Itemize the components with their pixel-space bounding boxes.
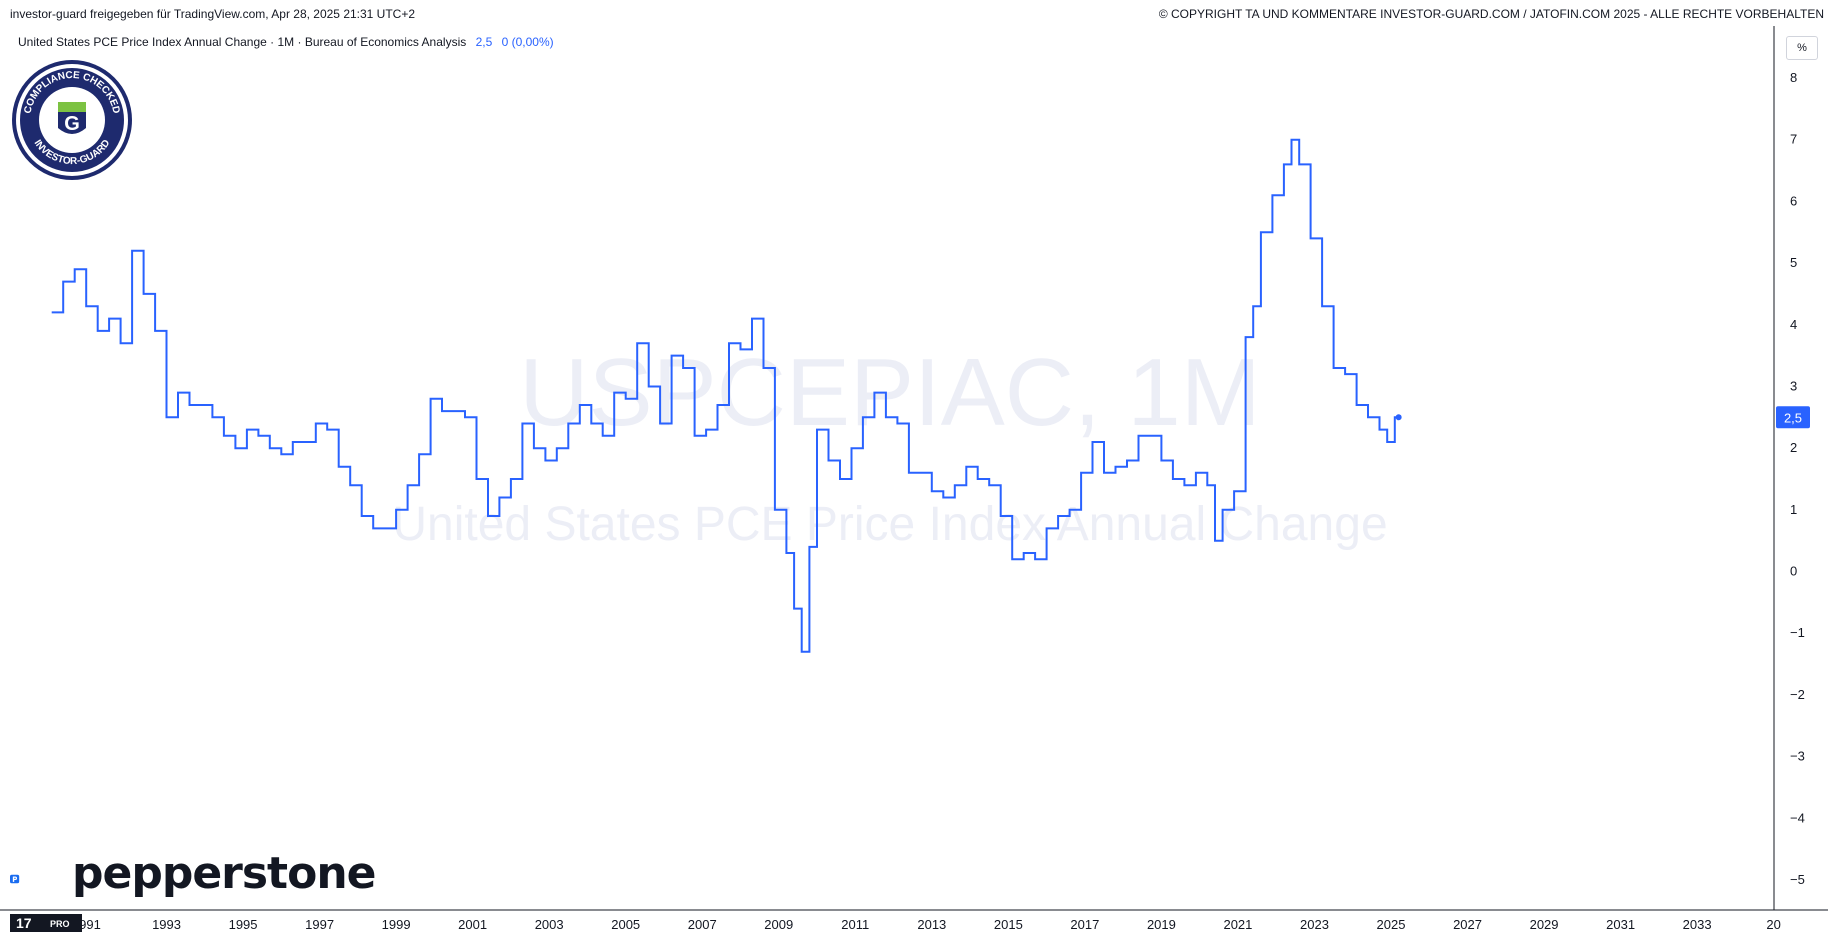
y-tick-label: 0 xyxy=(1790,564,1797,579)
y-axis-ticks: 8 7 6 5 4 3 2 1 0 −1 −2 −3 −4 −5 xyxy=(1790,70,1805,887)
y-tick-label: 7 xyxy=(1790,132,1797,147)
last-value-marker: 2,5 xyxy=(1776,406,1810,429)
x-tick-label: 2009 xyxy=(764,917,793,932)
x-tick-label: 2017 xyxy=(1070,917,1099,932)
pepperstone-p-icon xyxy=(10,874,20,884)
series-group xyxy=(51,138,1402,653)
y-tick-label: 8 xyxy=(1790,70,1797,85)
compliance-badge-icon: COMPLIANCE CHECKED INVESTOR-GUARD G xyxy=(12,60,132,180)
last-point-dot xyxy=(1395,414,1402,421)
x-tick-label: 1999 xyxy=(382,917,411,932)
tradingview-logo-icon: 17 PRO xyxy=(10,914,82,932)
x-tick-label: 20 xyxy=(1766,917,1780,932)
x-tick-label: 1997 xyxy=(305,917,334,932)
series-line xyxy=(51,138,1399,653)
y-tick-label: 1 xyxy=(1790,502,1797,517)
x-tick-label: 2007 xyxy=(688,917,717,932)
x-tick-label: 2025 xyxy=(1377,917,1406,932)
x-tick-label: 2021 xyxy=(1223,917,1252,932)
y-tick-label: −1 xyxy=(1790,625,1805,640)
x-tick-label: 2005 xyxy=(611,917,640,932)
legend-value: 2,5 xyxy=(475,35,493,49)
unit-label[interactable]: % xyxy=(1786,36,1818,60)
y-tick-label: 4 xyxy=(1790,317,1797,332)
y-tick-label: −4 xyxy=(1790,810,1805,825)
legend-title: United States PCE Price Index Annual Cha… xyxy=(18,35,467,49)
watermark-name: United States PCE Price Index Annual Cha… xyxy=(392,498,1387,551)
x-tick-label: 991 xyxy=(79,917,101,932)
y-tick-label: 2 xyxy=(1790,440,1797,455)
x-tick-label: 2033 xyxy=(1683,917,1712,932)
y-tick-label: −2 xyxy=(1790,687,1805,702)
tv-pro-label: PRO xyxy=(50,919,70,929)
tv-logo-mark: 17 xyxy=(16,915,32,931)
x-tick-label: 2003 xyxy=(535,917,564,932)
y-tick-label: −3 xyxy=(1790,749,1805,764)
badge-letter: G xyxy=(64,113,80,135)
x-tick-label: 2011 xyxy=(841,917,869,932)
y-tick-label: 5 xyxy=(1790,255,1797,270)
copyright-text: © COPYRIGHT TA UND KOMMENTARE INVESTOR-G… xyxy=(1158,7,1824,21)
last-value-text: 2,5 xyxy=(1784,410,1802,425)
attribution-text: investor-guard freigegeben für TradingVi… xyxy=(10,7,416,21)
top-bar: investor-guard freigegeben für TradingVi… xyxy=(0,0,1828,26)
pepperstone-logo-text: pepperstone xyxy=(72,848,376,899)
y-tick-label: 3 xyxy=(1790,378,1797,393)
x-tick-label: 2001 xyxy=(458,917,487,932)
watermark-symbol: USPCEPIAC, 1M xyxy=(519,339,1261,446)
y-tick-label: 6 xyxy=(1790,193,1797,208)
x-tick-label: 2019 xyxy=(1147,917,1176,932)
series-legend[interactable]: United States PCE Price Index Annual Cha… xyxy=(18,35,554,49)
x-tick-label: 1995 xyxy=(229,917,258,932)
x-tick-label: 2029 xyxy=(1530,917,1559,932)
last-value-box xyxy=(1776,406,1810,429)
x-tick-label: 2013 xyxy=(917,917,946,932)
legend-change: 0 (0,00%) xyxy=(501,35,554,49)
y-tick-label: −5 xyxy=(1790,872,1805,887)
x-tick-label: 2031 xyxy=(1606,917,1635,932)
x-tick-label: 2027 xyxy=(1453,917,1482,932)
x-tick-label: 1993 xyxy=(152,917,181,932)
x-tick-label: 2023 xyxy=(1300,917,1329,932)
x-axis-ticks: 991 1993 1995 1997 1999 2001 2003 2005 2007 2009 2… xyxy=(79,917,1781,932)
x-tick-label: 2015 xyxy=(994,917,1023,932)
